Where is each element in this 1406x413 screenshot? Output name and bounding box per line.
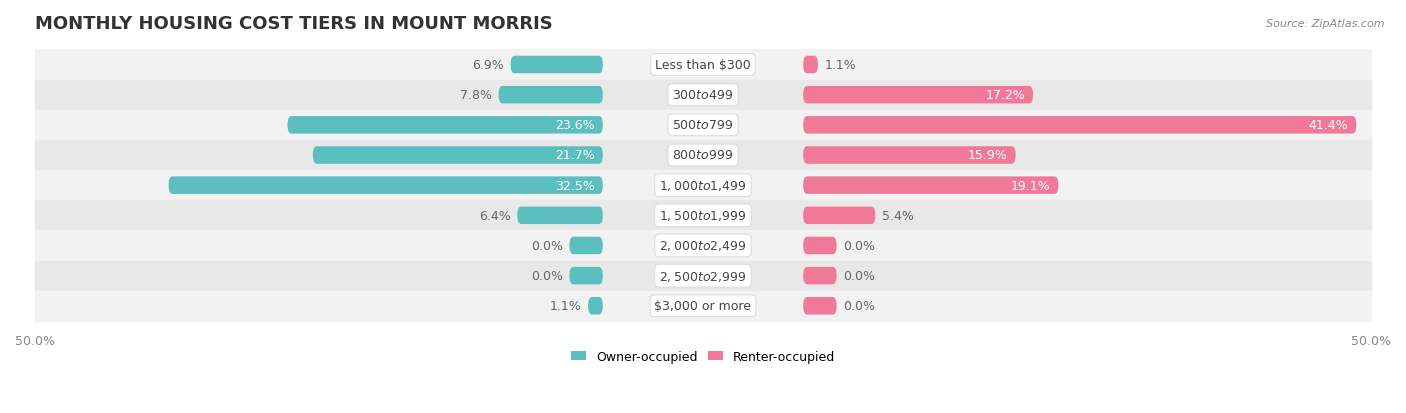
Text: $2,500 to $2,999: $2,500 to $2,999 xyxy=(659,269,747,283)
Bar xyxy=(35,111,1371,140)
FancyBboxPatch shape xyxy=(569,267,603,285)
Text: 6.4%: 6.4% xyxy=(479,209,510,222)
Text: $800 to $999: $800 to $999 xyxy=(672,149,734,162)
Text: $300 to $499: $300 to $499 xyxy=(672,89,734,102)
Text: 41.4%: 41.4% xyxy=(1309,119,1348,132)
Text: 6.9%: 6.9% xyxy=(472,59,503,72)
Bar xyxy=(35,50,1371,81)
Text: 0.0%: 0.0% xyxy=(530,269,562,282)
FancyBboxPatch shape xyxy=(803,207,876,225)
FancyBboxPatch shape xyxy=(499,87,603,104)
Text: Less than $300: Less than $300 xyxy=(655,59,751,72)
FancyBboxPatch shape xyxy=(803,267,837,285)
FancyBboxPatch shape xyxy=(803,57,818,74)
FancyBboxPatch shape xyxy=(588,297,603,315)
Text: 1.1%: 1.1% xyxy=(824,59,856,72)
Text: 32.5%: 32.5% xyxy=(555,179,595,192)
Legend: Owner-occupied, Renter-occupied: Owner-occupied, Renter-occupied xyxy=(567,345,839,368)
Text: 0.0%: 0.0% xyxy=(844,240,876,252)
Text: $3,000 or more: $3,000 or more xyxy=(655,299,751,313)
Text: 0.0%: 0.0% xyxy=(844,299,876,313)
Bar xyxy=(35,231,1371,261)
Text: $1,500 to $1,999: $1,500 to $1,999 xyxy=(659,209,747,223)
Bar xyxy=(35,140,1371,171)
Text: 17.2%: 17.2% xyxy=(986,89,1025,102)
FancyBboxPatch shape xyxy=(803,87,1033,104)
Text: $500 to $799: $500 to $799 xyxy=(672,119,734,132)
Text: 7.8%: 7.8% xyxy=(460,89,492,102)
Bar xyxy=(35,201,1371,231)
FancyBboxPatch shape xyxy=(287,117,603,134)
FancyBboxPatch shape xyxy=(803,237,837,254)
Text: $1,000 to $1,499: $1,000 to $1,499 xyxy=(659,179,747,193)
Text: 0.0%: 0.0% xyxy=(530,240,562,252)
Text: 21.7%: 21.7% xyxy=(555,149,595,162)
Text: 1.1%: 1.1% xyxy=(550,299,582,313)
FancyBboxPatch shape xyxy=(569,237,603,254)
FancyBboxPatch shape xyxy=(803,117,1357,134)
Text: 15.9%: 15.9% xyxy=(967,149,1008,162)
Text: 0.0%: 0.0% xyxy=(844,269,876,282)
Bar xyxy=(35,261,1371,291)
Text: 5.4%: 5.4% xyxy=(882,209,914,222)
Bar xyxy=(35,171,1371,201)
FancyBboxPatch shape xyxy=(803,297,837,315)
FancyBboxPatch shape xyxy=(803,177,1059,195)
Text: Source: ZipAtlas.com: Source: ZipAtlas.com xyxy=(1267,19,1385,28)
FancyBboxPatch shape xyxy=(803,147,1015,164)
FancyBboxPatch shape xyxy=(169,177,603,195)
Bar xyxy=(35,81,1371,111)
Bar xyxy=(35,291,1371,321)
FancyBboxPatch shape xyxy=(517,207,603,225)
Text: 19.1%: 19.1% xyxy=(1011,179,1050,192)
FancyBboxPatch shape xyxy=(314,147,603,164)
Text: MONTHLY HOUSING COST TIERS IN MOUNT MORRIS: MONTHLY HOUSING COST TIERS IN MOUNT MORR… xyxy=(35,15,553,33)
FancyBboxPatch shape xyxy=(510,57,603,74)
Text: 23.6%: 23.6% xyxy=(555,119,595,132)
Text: $2,000 to $2,499: $2,000 to $2,499 xyxy=(659,239,747,253)
